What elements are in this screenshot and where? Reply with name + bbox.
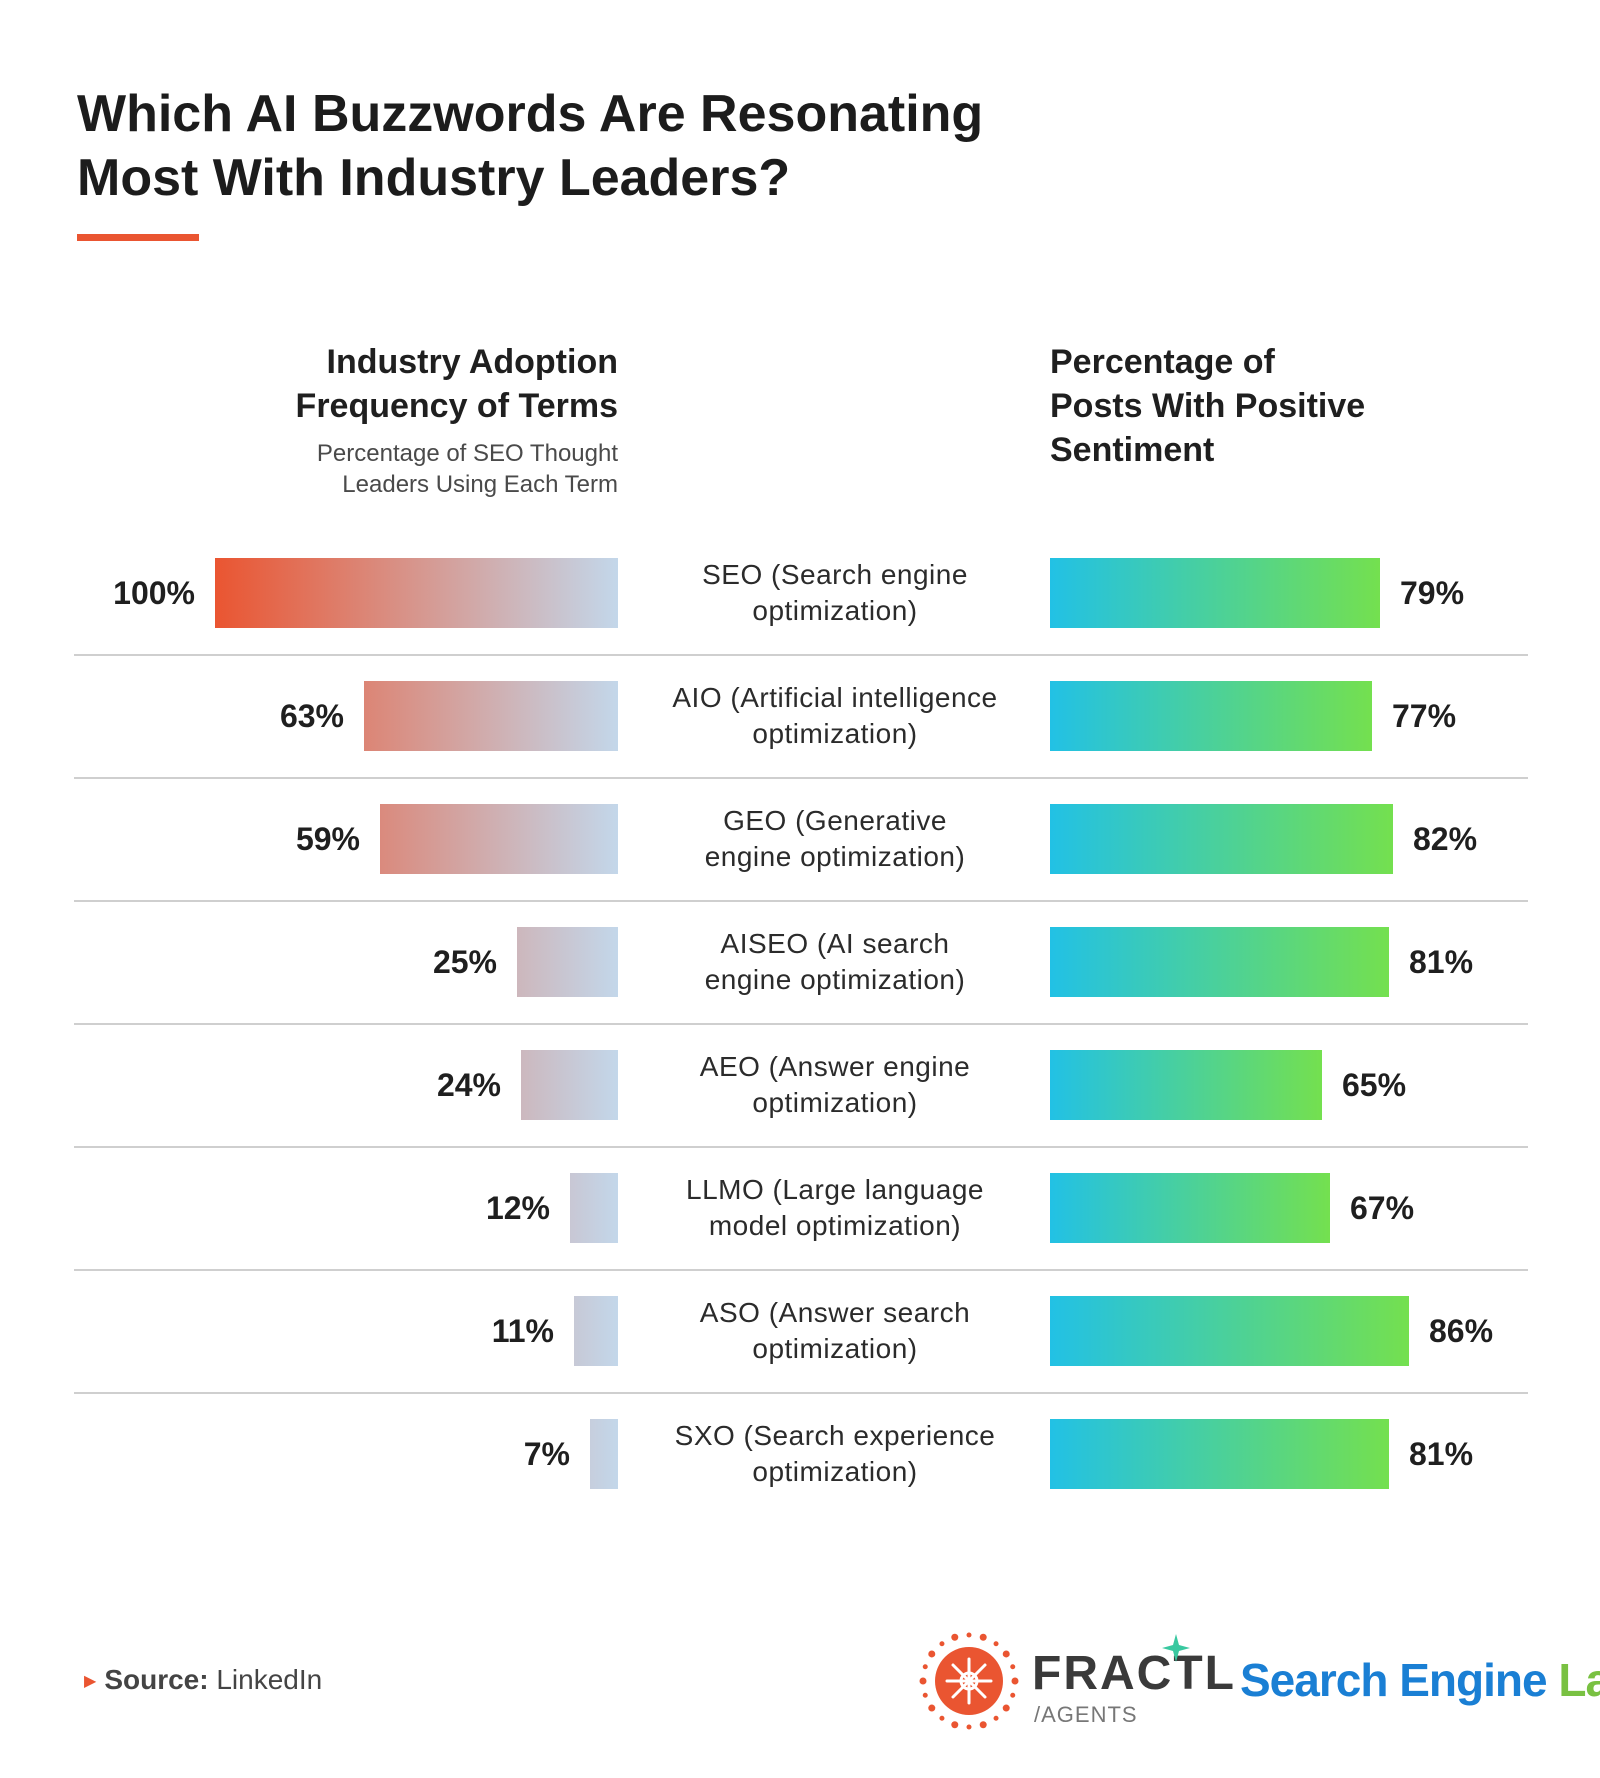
adoption-value: 7% (523, 1436, 570, 1472)
page-title: Which AI Buzzwords Are Resonating Most W… (77, 82, 1177, 210)
sentiment-title-line-2: Posts With Positive (1050, 387, 1366, 425)
sentiment-bar (1050, 1419, 1389, 1489)
sentiment-value: 77% (1392, 698, 1457, 734)
row-divider (74, 1392, 1528, 1394)
source-note: ▶ Source: LinkedIn (84, 1662, 322, 1700)
sentiment-bar (1050, 927, 1389, 997)
search-engine-land-logo: Search Engine Land (1240, 1652, 1600, 1708)
term-label: ASO (Answer search optimization) (640, 1296, 1030, 1366)
sunburst-icon (919, 1632, 1019, 1730)
sentiment-bar (1050, 558, 1380, 628)
triangle-right-icon: ▶ (84, 1672, 97, 1690)
adoption-title: Industry Adoption Frequency of Terms (200, 340, 618, 428)
adoption-value: 59% (295, 821, 360, 857)
adoption-bar (364, 681, 618, 751)
term-label: AIO (Artificial intelligence optimization… (640, 681, 1030, 751)
term-label-line: optimization) (752, 1456, 918, 1487)
title-line-2: Most With Industry Leaders? (77, 149, 791, 207)
adoption-title-line-1: Industry Adoption (326, 343, 618, 381)
term-label-line: SEO (Search engine (702, 559, 968, 590)
row-divider (74, 777, 1528, 779)
term-label: SEO (Search engine optimization) (640, 558, 1030, 628)
table-row: 11% ASO (Answer search optimization) 86% (0, 1296, 1600, 1419)
adoption-subtitle-line-1: Percentage of SEO Thought (316, 440, 618, 467)
table-row: 7% SXO (Search experience optimization) 81% (0, 1419, 1600, 1542)
sentiment-bar (1050, 1050, 1322, 1120)
source-label: Source: (104, 1664, 209, 1695)
fractl-logo: FRACTL /AGENTS (914, 1626, 1234, 1736)
row-divider (74, 1269, 1528, 1271)
title-line-1: Which AI Buzzwords Are Resonating (77, 85, 984, 143)
source-value: LinkedIn (216, 1664, 323, 1695)
term-label-line: optimization) (752, 595, 918, 626)
sentiment-title-line-1: Percentage of (1050, 343, 1275, 381)
sentiment-value: 67% (1350, 1190, 1415, 1226)
term-label-line: optimization) (752, 718, 918, 749)
table-row: 12% LLMO (Large language model optimizatio… (0, 1173, 1600, 1296)
sentiment-value: 86% (1429, 1313, 1494, 1349)
sentiment-value: 79% (1400, 575, 1465, 611)
term-label-line: AEO (Answer engine (699, 1051, 971, 1082)
adoption-subtitle-line-2: Leaders Using Each Term (342, 471, 618, 498)
sentiment-value: 81% (1409, 944, 1474, 980)
search-engine-land-part-2: Land (1558, 1654, 1600, 1706)
search-engine-land-part-1: Search Engine (1240, 1654, 1548, 1706)
adoption-bar (570, 1173, 618, 1243)
sentiment-title-line-3: Sentiment (1050, 431, 1215, 469)
adoption-header: Industry Adoption Frequency of Terms Per… (200, 340, 618, 500)
sentiment-bar (1050, 681, 1372, 751)
term-label-line: optimization) (752, 1333, 918, 1364)
term-label-line: model optimization) (708, 1210, 962, 1241)
title-accent-bar (77, 234, 199, 241)
adoption-value: 100% (113, 575, 195, 611)
sentiment-header: Percentage of Posts With Positive Sentim… (1050, 340, 1470, 472)
adoption-bar (380, 804, 618, 874)
sparkle-icon (1162, 1634, 1190, 1662)
adoption-value: 63% (279, 698, 344, 734)
adoption-bar (521, 1050, 618, 1120)
sentiment-bar (1050, 1296, 1409, 1366)
table-row: 63% AIO (Artificial intelligence optimizat… (0, 681, 1600, 804)
term-label-line: LLMO (Large language (686, 1174, 984, 1205)
term-label-line: AISEO (AI search (720, 928, 950, 959)
table-row: 100% SEO (Search engine optimization) 79% (0, 558, 1600, 681)
row-divider (74, 1146, 1528, 1148)
term-label: AISEO (AI search engine optimization) (640, 927, 1030, 997)
adoption-value: 24% (436, 1067, 501, 1103)
adoption-bar (215, 558, 618, 628)
table-row: 25% AISEO (AI search engine optimization) 8… (0, 927, 1600, 1050)
sentiment-bar (1050, 1173, 1330, 1243)
term-label-line: SXO (Search experience (674, 1420, 996, 1451)
term-label-line: engine optimization) (704, 841, 966, 872)
term-label: LLMO (Large language model optimization) (640, 1173, 1030, 1243)
adoption-value: 25% (432, 944, 497, 980)
adoption-subtitle: Percentage of SEO Thought Leaders Using … (200, 438, 618, 500)
sentiment-value: 81% (1409, 1436, 1474, 1472)
adoption-bar (574, 1296, 618, 1366)
fractl-subtitle: /AGENTS (1034, 1702, 1138, 1727)
term-label-line: engine optimization) (704, 964, 966, 995)
adoption-title-line-2: Frequency of Terms (295, 387, 618, 425)
row-divider (74, 654, 1528, 656)
term-label-line: AIO (Artificial intelligence (672, 682, 998, 713)
term-label-line: ASO (Answer search (699, 1297, 971, 1328)
sentiment-value: 65% (1342, 1067, 1407, 1103)
term-label-line: optimization) (752, 1087, 918, 1118)
adoption-bar (517, 927, 618, 997)
table-row: 24% AEO (Answer engine optimization) 65% (0, 1050, 1600, 1173)
adoption-bar (590, 1419, 618, 1489)
adoption-value: 11% (491, 1313, 554, 1349)
term-label: SXO (Search experience optimization) (640, 1419, 1030, 1489)
adoption-value: 12% (485, 1190, 550, 1226)
fractl-wordmark: FRACTL (1032, 1647, 1236, 1700)
term-label: GEO (Generative engine optimization) (640, 804, 1030, 874)
term-label: AEO (Answer engine optimization) (640, 1050, 1030, 1120)
sentiment-value: 82% (1413, 821, 1478, 857)
term-label-line: GEO (Generative (723, 805, 947, 836)
row-divider (74, 1023, 1528, 1025)
table-row: 59% GEO (Generative engine optimization) 82… (0, 804, 1600, 927)
sentiment-bar (1050, 804, 1393, 874)
row-divider (74, 900, 1528, 902)
